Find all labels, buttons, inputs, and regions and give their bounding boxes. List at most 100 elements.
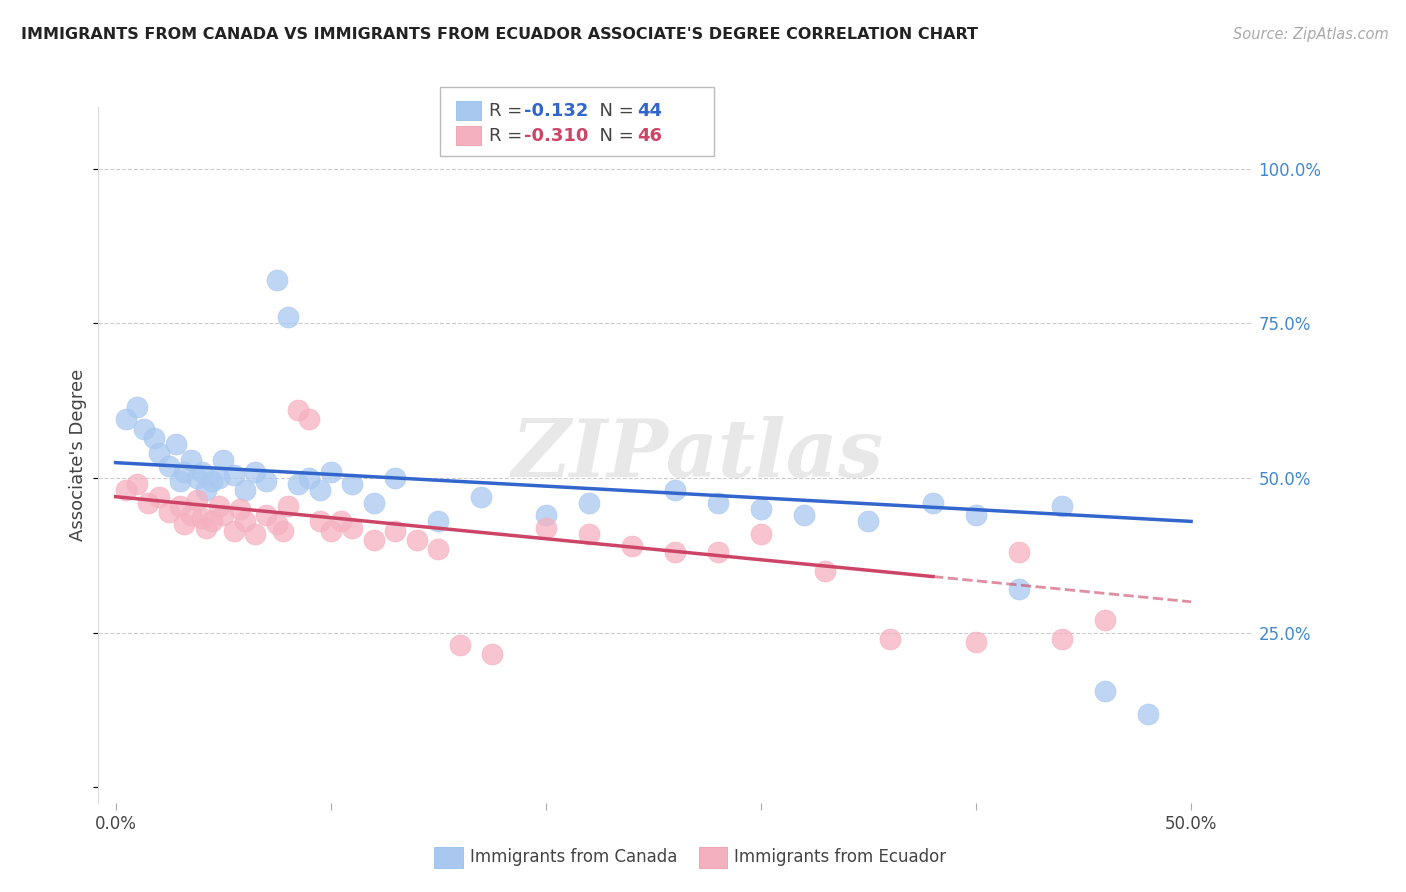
Point [233,515,256,529]
Point [1094,684,1116,698]
Point [363,533,385,547]
Point [173,465,195,479]
Point [180,508,202,523]
Point [212,508,235,523]
Text: IMMIGRANTS FROM CANADA VS IMMIGRANTS FROM ECUADOR ASSOCIATE'S DEGREE CORRELATION: IMMIGRANTS FROM CANADA VS IMMIGRANTS FRO… [21,27,979,42]
Point [384,471,406,485]
Point [169,474,191,488]
Point [427,542,450,557]
Text: R =: R = [489,127,529,145]
Point [298,412,321,426]
Point [254,508,277,523]
Text: Immigrants from Ecuador: Immigrants from Ecuador [734,848,946,866]
Text: 44: 44 [637,102,662,120]
Point [664,545,686,559]
Point [749,526,772,541]
Point [222,468,245,483]
Point [319,524,342,538]
Point [190,511,212,525]
Point [449,638,471,652]
Point [245,526,267,541]
Point [707,496,730,510]
Point [277,310,299,325]
Point [965,508,987,523]
Point [470,490,492,504]
Point [143,431,166,445]
Point [749,502,772,516]
Text: ZIPatlas: ZIPatlas [512,417,884,493]
Point [132,422,155,436]
Point [1137,707,1160,722]
Point [208,499,231,513]
Point [330,515,353,529]
Point [664,483,686,498]
Point [273,524,295,538]
Point [707,545,730,559]
Point [266,517,288,532]
Point [127,477,149,491]
Point [1050,632,1073,646]
Point [157,505,180,519]
Point [1008,582,1031,597]
Point [534,508,557,523]
Point [965,635,987,649]
Point [578,526,600,541]
Point [287,403,309,417]
Point [1094,613,1116,627]
Point [148,446,170,460]
Point [578,496,600,510]
Point [384,524,406,538]
Point [814,564,837,578]
Point [427,515,450,529]
Point [342,477,364,491]
Point [157,458,180,473]
Point [266,273,288,287]
Point [342,520,364,534]
Point [793,508,815,523]
Text: 46: 46 [637,127,662,145]
Text: R =: R = [489,102,529,120]
Text: N =: N = [588,127,640,145]
Point [127,400,149,414]
Text: Immigrants from Canada: Immigrants from Canada [470,848,676,866]
Point [298,471,321,485]
Point [233,483,256,498]
Point [254,474,277,488]
Point [180,452,202,467]
Point [136,496,159,510]
Text: N =: N = [588,102,640,120]
Point [534,520,557,534]
Point [194,483,217,498]
Point [173,517,195,532]
Point [1008,545,1031,559]
Point [245,465,267,479]
Point [194,520,217,534]
Point [190,465,212,479]
Point [363,496,385,510]
Y-axis label: Associate's Degree: Associate's Degree [69,368,87,541]
Point [620,539,643,553]
Point [879,632,901,646]
Point [165,437,187,451]
Text: -0.310: -0.310 [524,127,589,145]
Point [277,499,299,513]
Point [922,496,945,510]
Point [309,515,332,529]
Point [858,515,880,529]
Point [148,490,170,504]
Point [115,412,138,426]
Point [115,483,138,498]
Point [169,499,191,513]
Point [208,471,231,485]
Point [186,492,208,507]
Point [405,533,427,547]
Point [319,465,342,479]
Point [201,474,224,488]
Point [287,477,309,491]
Text: Source: ZipAtlas.com: Source: ZipAtlas.com [1233,27,1389,42]
Point [222,524,245,538]
Point [1050,499,1073,513]
Point [186,471,208,485]
Point [309,483,332,498]
Point [229,502,252,516]
